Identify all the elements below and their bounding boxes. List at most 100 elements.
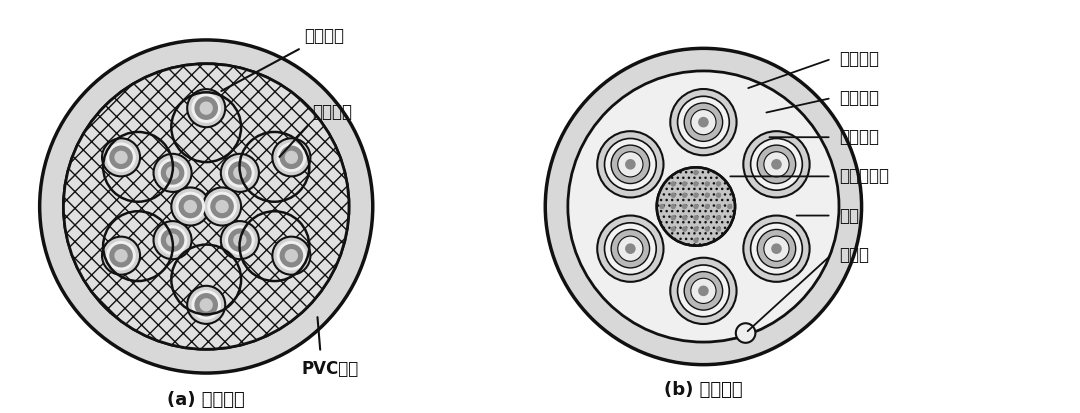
Circle shape — [194, 96, 218, 120]
Circle shape — [211, 195, 234, 218]
Circle shape — [659, 204, 664, 209]
Text: 单芯软线: 单芯软线 — [839, 128, 879, 146]
Circle shape — [109, 145, 133, 169]
Text: 撕裂绳: 撕裂绳 — [839, 246, 869, 264]
Circle shape — [704, 181, 710, 187]
Circle shape — [751, 223, 802, 275]
Circle shape — [771, 243, 782, 254]
Circle shape — [158, 158, 188, 188]
Circle shape — [203, 188, 241, 225]
Circle shape — [285, 249, 298, 262]
Circle shape — [114, 249, 127, 262]
Circle shape — [106, 241, 136, 271]
Circle shape — [757, 145, 796, 183]
Text: 护套: 护套 — [839, 206, 859, 225]
Circle shape — [685, 103, 723, 141]
Circle shape — [172, 188, 210, 225]
Circle shape — [757, 230, 796, 268]
Circle shape — [276, 142, 307, 172]
Circle shape — [691, 109, 716, 135]
Circle shape — [698, 285, 708, 296]
Circle shape — [611, 230, 649, 268]
Circle shape — [671, 192, 676, 198]
Circle shape — [693, 181, 699, 187]
Circle shape — [64, 64, 349, 349]
Text: PVC护套: PVC护套 — [301, 361, 359, 378]
Circle shape — [114, 151, 127, 164]
Circle shape — [671, 226, 676, 232]
Circle shape — [228, 228, 252, 252]
Circle shape — [716, 204, 721, 209]
Circle shape — [605, 223, 657, 275]
Circle shape — [153, 221, 191, 259]
Circle shape — [704, 192, 710, 198]
Circle shape — [178, 195, 202, 218]
Circle shape — [225, 225, 255, 255]
Circle shape — [102, 138, 140, 176]
Text: 中心加强件: 中心加强件 — [839, 167, 889, 185]
Circle shape — [657, 167, 735, 246]
Circle shape — [671, 258, 737, 324]
Circle shape — [677, 265, 729, 317]
Circle shape — [102, 237, 140, 275]
Circle shape — [605, 138, 657, 190]
Circle shape — [716, 215, 721, 221]
Circle shape — [618, 236, 643, 261]
Circle shape — [716, 181, 721, 187]
Text: (b) 分支光缆: (b) 分支光缆 — [664, 381, 743, 399]
Circle shape — [693, 237, 699, 243]
Circle shape — [225, 158, 255, 188]
Circle shape — [200, 102, 213, 115]
Circle shape — [625, 243, 636, 254]
Circle shape — [187, 89, 226, 127]
Circle shape — [597, 131, 663, 197]
Circle shape — [727, 204, 732, 209]
Circle shape — [153, 154, 191, 192]
Circle shape — [743, 216, 810, 282]
Circle shape — [166, 166, 179, 180]
Circle shape — [191, 93, 221, 123]
Circle shape — [200, 298, 213, 311]
Circle shape — [194, 293, 218, 317]
Circle shape — [685, 272, 723, 310]
Text: 芳纶纤维: 芳纶纤维 — [312, 103, 352, 121]
Circle shape — [698, 117, 708, 128]
Circle shape — [280, 244, 303, 268]
Text: (a) 布线光缆: (a) 布线光缆 — [167, 391, 245, 409]
Circle shape — [693, 192, 699, 198]
Circle shape — [704, 226, 710, 232]
Circle shape — [771, 159, 782, 170]
Circle shape — [166, 233, 179, 247]
Circle shape — [187, 286, 226, 324]
Text: 紧套光纤: 紧套光纤 — [839, 50, 879, 68]
Circle shape — [681, 226, 687, 232]
Circle shape — [704, 204, 710, 209]
Circle shape — [751, 138, 802, 190]
Circle shape — [207, 192, 237, 221]
Circle shape — [220, 221, 259, 259]
Circle shape — [681, 181, 687, 187]
Circle shape — [716, 192, 721, 198]
Circle shape — [158, 225, 188, 255]
Circle shape — [161, 228, 185, 252]
Circle shape — [280, 145, 303, 169]
Circle shape — [176, 192, 205, 221]
Circle shape — [233, 166, 246, 180]
Circle shape — [64, 64, 349, 349]
Circle shape — [228, 161, 252, 185]
Circle shape — [691, 278, 716, 304]
Circle shape — [109, 244, 133, 268]
Circle shape — [693, 204, 699, 209]
Circle shape — [693, 215, 699, 221]
Circle shape — [272, 138, 310, 176]
Circle shape — [285, 151, 298, 164]
Circle shape — [191, 290, 221, 320]
Circle shape — [40, 40, 373, 373]
Circle shape — [611, 145, 649, 183]
Circle shape — [233, 233, 246, 247]
Circle shape — [693, 226, 699, 232]
Text: 芳纶纤维: 芳纶纤维 — [839, 89, 879, 107]
Circle shape — [681, 215, 687, 221]
Circle shape — [677, 96, 729, 148]
Circle shape — [671, 215, 676, 221]
